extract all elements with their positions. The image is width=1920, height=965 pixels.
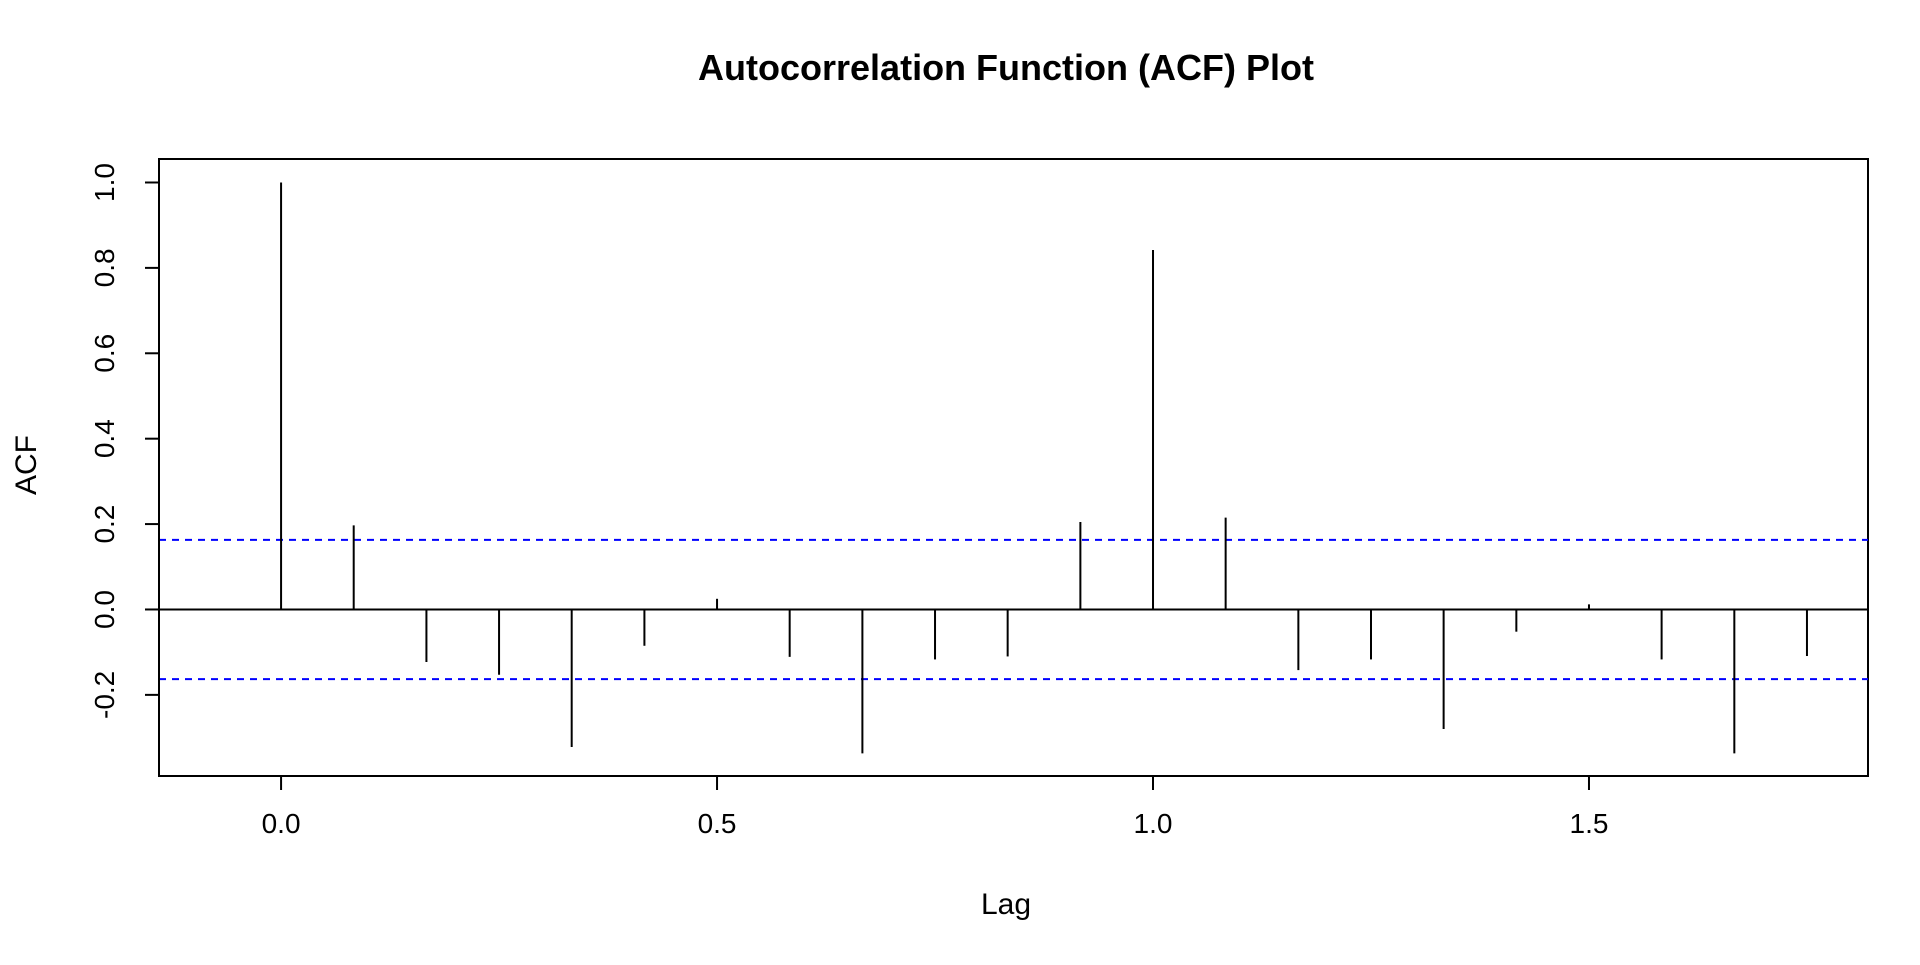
y-tick-label: 1.0 [89,163,120,202]
x-tick-label: 1.0 [1134,808,1173,839]
y-tick-label: 0.4 [89,419,120,458]
y-tick-label: -0.2 [89,671,120,719]
y-axis: -0.2 0.0 0.2 0.4 0.6 0.8 1.0 [89,163,160,719]
y-axis-label: ACF [10,435,43,495]
y-tick-label: 0.0 [89,590,120,629]
x-axis-label: Lag [981,888,1031,921]
x-tick-label: 0.0 [262,808,301,839]
y-tick-label: 0.2 [89,505,120,544]
y-tick-label: 0.6 [89,334,120,373]
chart-title: Autocorrelation Function (ACF) Plot [698,47,1314,88]
y-tick-label: 0.8 [89,248,120,287]
x-axis: 0.0 0.5 1.0 1.5 [262,775,1609,839]
x-tick-label: 1.5 [1570,808,1609,839]
x-tick-label: 0.5 [698,808,737,839]
acf-bars [280,182,1808,754]
plot-frame [158,158,1869,777]
